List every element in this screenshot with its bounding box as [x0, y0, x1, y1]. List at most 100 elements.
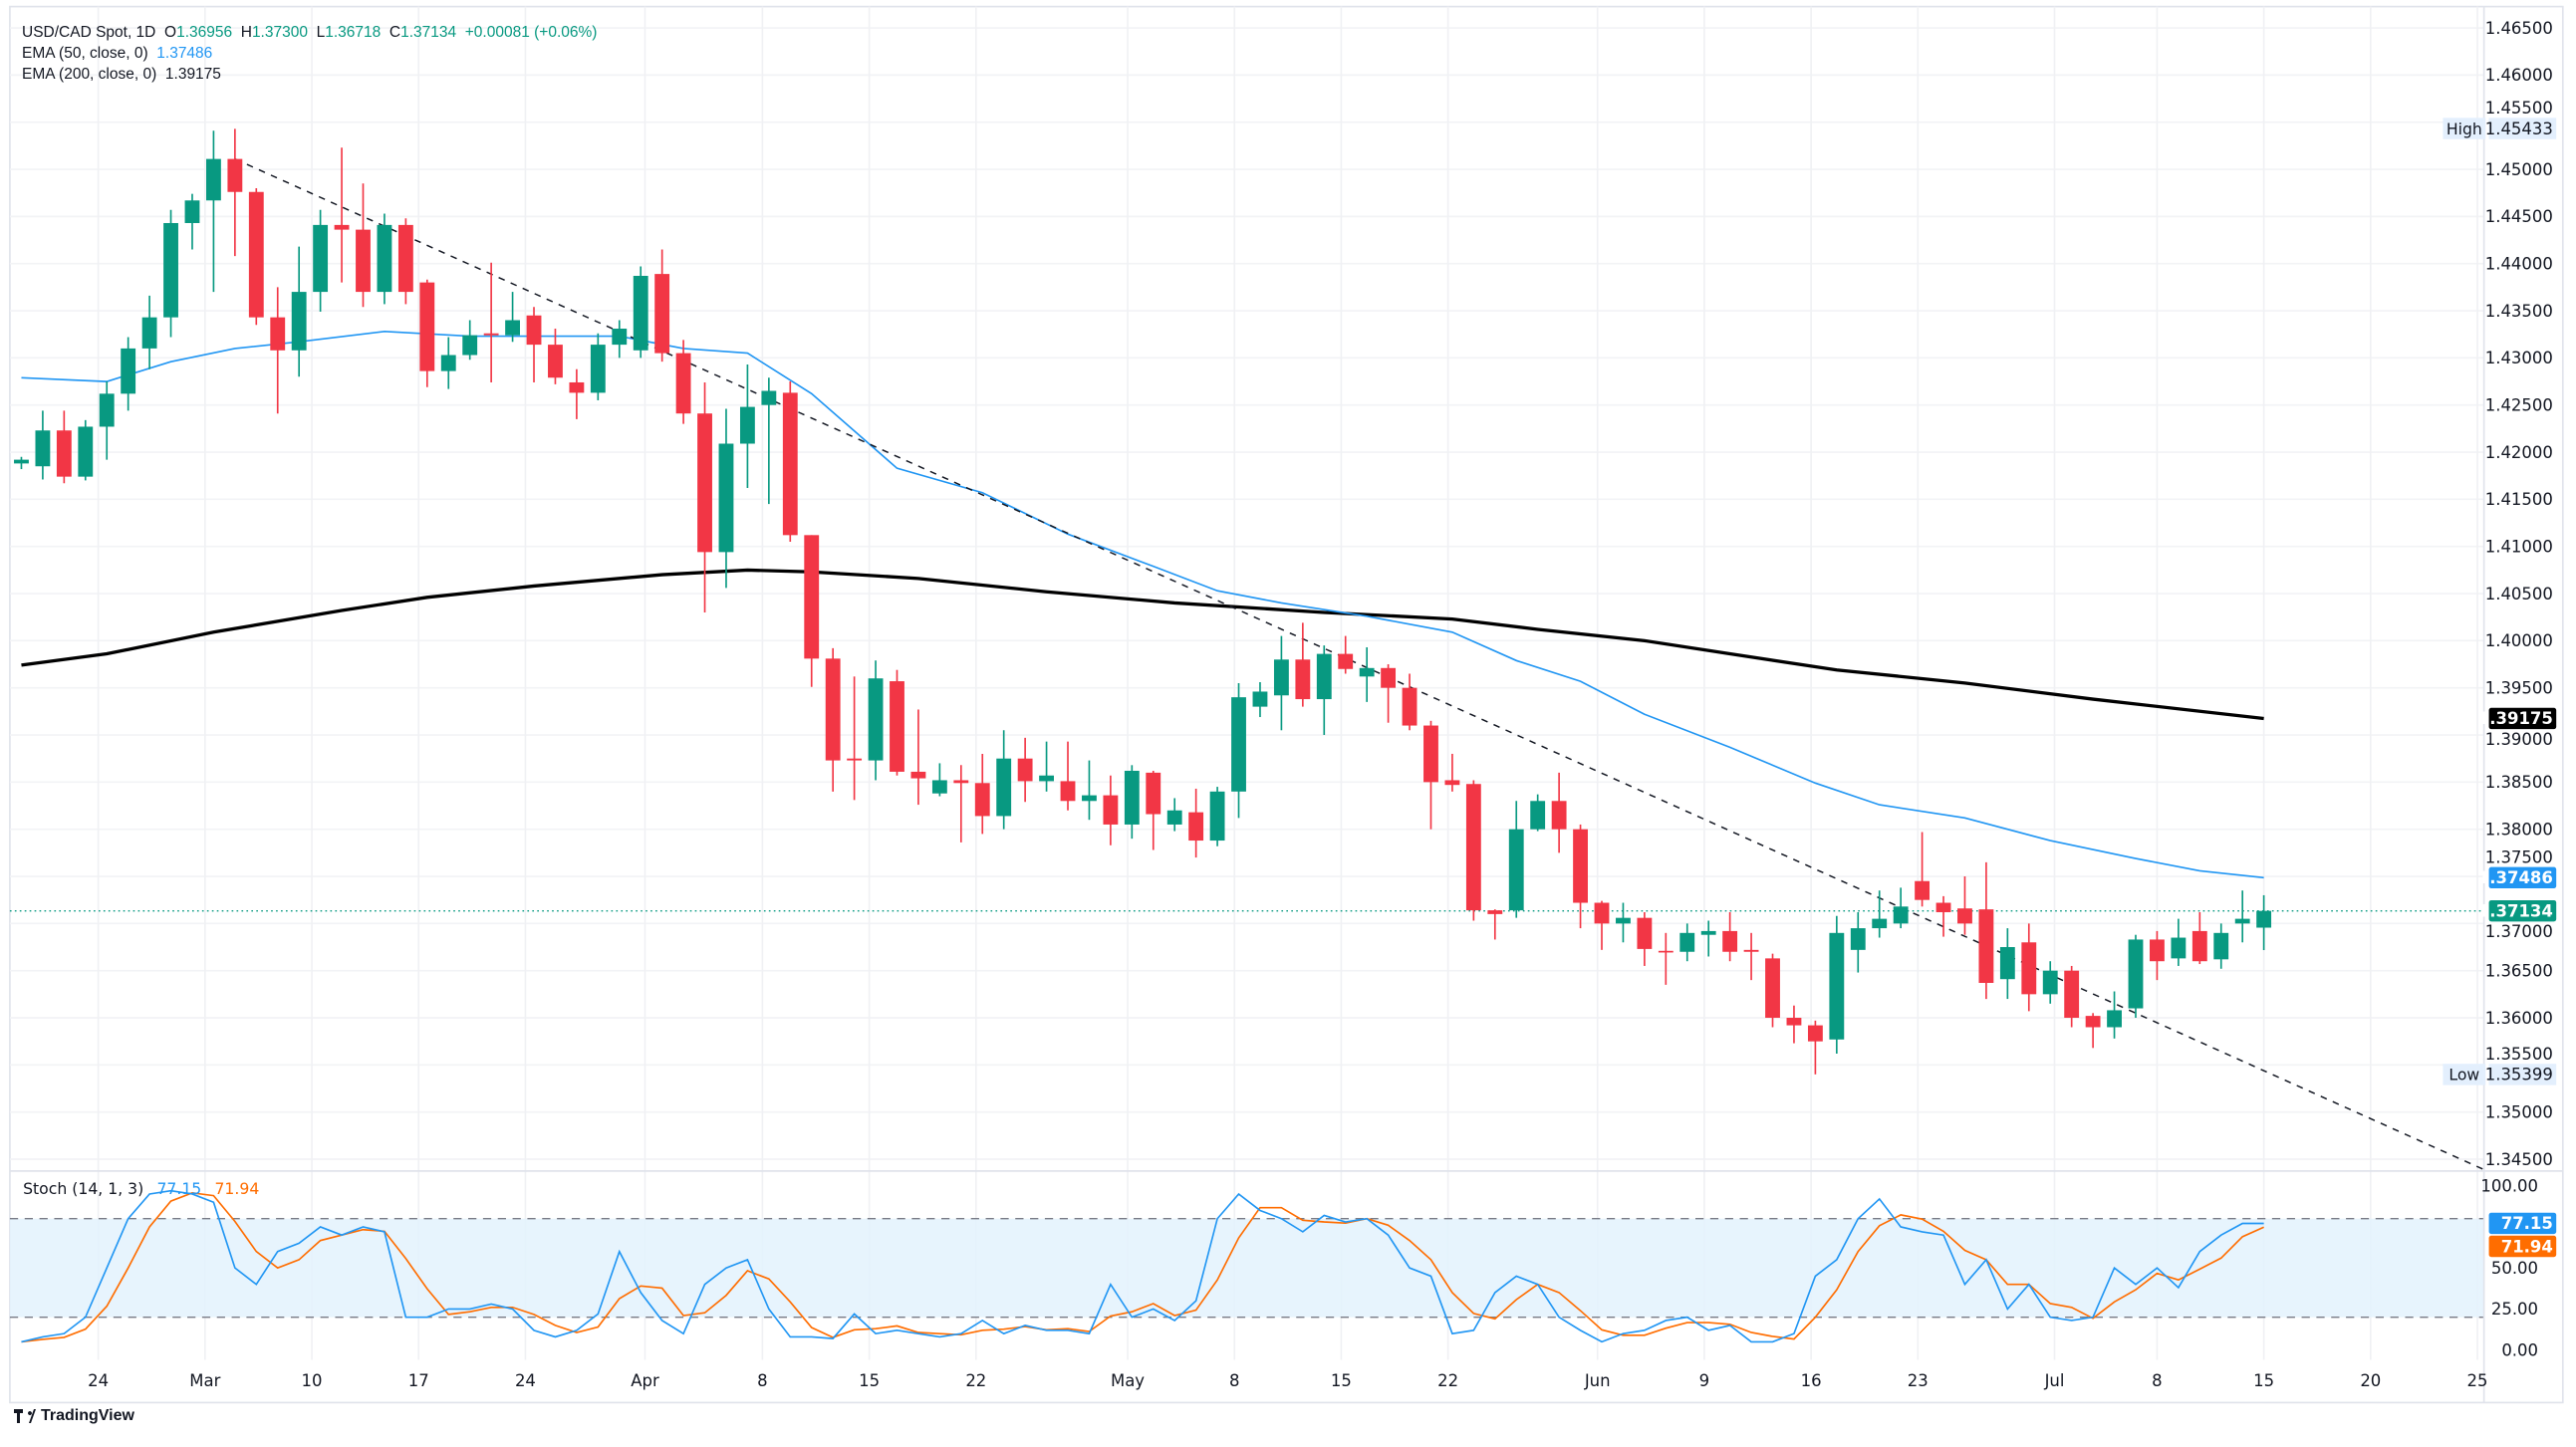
candle[interactable]: [1807, 1020, 1823, 1075]
candle[interactable]: [1402, 673, 1417, 731]
stoch-d-line[interactable]: [21, 1191, 2264, 1343]
candle[interactable]: [825, 647, 841, 792]
candle[interactable]: [1188, 788, 1204, 858]
candle[interactable]: [1146, 770, 1161, 850]
candle[interactable]: [633, 266, 648, 359]
candle[interactable]: [974, 753, 990, 835]
candle[interactable]: [847, 676, 863, 801]
candle[interactable]: [99, 381, 115, 460]
candle[interactable]: [1978, 861, 1994, 1000]
tradingview-logo[interactable]: TradingView: [14, 1407, 134, 1425]
last-price-tag[interactable]: 1.37134: [2478, 899, 2557, 922]
candle[interactable]: [163, 209, 178, 338]
candle[interactable]: [356, 183, 371, 308]
candle[interactable]: [141, 295, 157, 369]
candle[interactable]: [78, 419, 94, 481]
candle[interactable]: [1872, 890, 1888, 938]
candle[interactable]: [248, 187, 264, 326]
candle[interactable]: [654, 249, 670, 362]
candle[interactable]: [505, 292, 520, 343]
candle[interactable]: [2085, 1013, 2101, 1049]
candle[interactable]: [1893, 887, 1909, 929]
candle[interactable]: [1359, 646, 1375, 702]
candle[interactable]: [612, 320, 628, 359]
candle[interactable]: [782, 381, 798, 542]
candle[interactable]: [718, 408, 734, 589]
candle[interactable]: [953, 765, 969, 843]
candle[interactable]: [2128, 934, 2144, 1019]
stoch-k-line[interactable]: [21, 1189, 2264, 1343]
candle[interactable]: [1316, 645, 1332, 736]
stoch-d-tag[interactable]: 71.94: [2488, 1235, 2557, 1258]
candle[interactable]: [1103, 775, 1119, 845]
candle[interactable]: [377, 213, 392, 305]
candle[interactable]: [1850, 911, 1866, 973]
candle[interactable]: [1999, 928, 2015, 1000]
candle[interactable]: [590, 333, 606, 400]
candle[interactable]: [2256, 894, 2272, 951]
ema200-legend[interactable]: EMA (200, close, 0) 1.39175: [22, 64, 597, 85]
candle[interactable]: [1594, 900, 1610, 950]
candle[interactable]: [1573, 824, 1588, 929]
ema50-legend[interactable]: EMA (50, close, 0) 1.37486: [22, 43, 597, 64]
candle[interactable]: [2171, 918, 2187, 966]
candle[interactable]: [1381, 664, 1397, 723]
axes[interactable]: 1.46500 1.46000 1.45500 1.45000 1.44500 1.440…: [88, 19, 2557, 1390]
candle[interactable]: [804, 535, 820, 687]
candle[interactable]: [397, 218, 413, 305]
candle[interactable]: [1935, 895, 1951, 937]
candle[interactable]: [996, 730, 1012, 830]
candle[interactable]: [1508, 801, 1524, 918]
candle[interactable]: [1551, 772, 1567, 853]
candle[interactable]: [270, 287, 286, 414]
candle[interactable]: [1487, 909, 1503, 940]
candle[interactable]: [184, 193, 200, 250]
candle[interactable]: [1530, 794, 1546, 832]
candle[interactable]: [1616, 902, 1631, 943]
stoch-k-tag[interactable]: 77.15: [2488, 1212, 2557, 1235]
candle[interactable]: [227, 128, 243, 257]
candle[interactable]: [2021, 923, 2037, 1012]
candle[interactable]: [1252, 682, 1268, 718]
candle[interactable]: [35, 410, 51, 480]
candle[interactable]: [1423, 720, 1438, 830]
candle[interactable]: [569, 368, 585, 419]
candle[interactable]: [675, 340, 691, 424]
candle[interactable]: [1295, 622, 1311, 707]
candle[interactable]: [1658, 932, 1674, 985]
candle[interactable]: [1039, 741, 1054, 792]
candle[interactable]: [1017, 737, 1033, 803]
candle[interactable]: [1060, 741, 1076, 811]
candle[interactable]: [1166, 798, 1182, 832]
candle[interactable]: [761, 377, 777, 505]
candle[interactable]: [440, 337, 456, 389]
candle[interactable]: [868, 660, 884, 781]
ema50-line[interactable]: [21, 330, 2264, 879]
candle[interactable]: [526, 307, 542, 382]
candle[interactable]: [548, 329, 563, 384]
candle[interactable]: [1444, 753, 1460, 792]
candle[interactable]: [1637, 911, 1653, 966]
candle[interactable]: [931, 763, 947, 797]
candle[interactable]: [739, 363, 755, 488]
candle[interactable]: [291, 246, 307, 377]
candle[interactable]: [1722, 911, 1738, 962]
candle[interactable]: [2234, 890, 2250, 943]
candle[interactable]: [2042, 961, 2058, 1004]
candle[interactable]: [1273, 635, 1289, 731]
trendline[interactable]: [234, 157, 2484, 1171]
candle[interactable]: [2064, 965, 2080, 1028]
candle[interactable]: [1829, 915, 1845, 1054]
candle[interactable]: [14, 456, 29, 470]
candle[interactable]: [419, 279, 435, 387]
candle[interactable]: [1765, 953, 1780, 1028]
candle[interactable]: [206, 130, 221, 293]
candle[interactable]: [1465, 780, 1481, 921]
candle[interactable]: [1957, 876, 1972, 935]
candle[interactable]: [1915, 832, 1931, 907]
ema50-price-tag[interactable]: 1.37486: [2478, 866, 2557, 889]
candle[interactable]: [1082, 760, 1097, 821]
ema200-line[interactable]: [21, 568, 2264, 721]
